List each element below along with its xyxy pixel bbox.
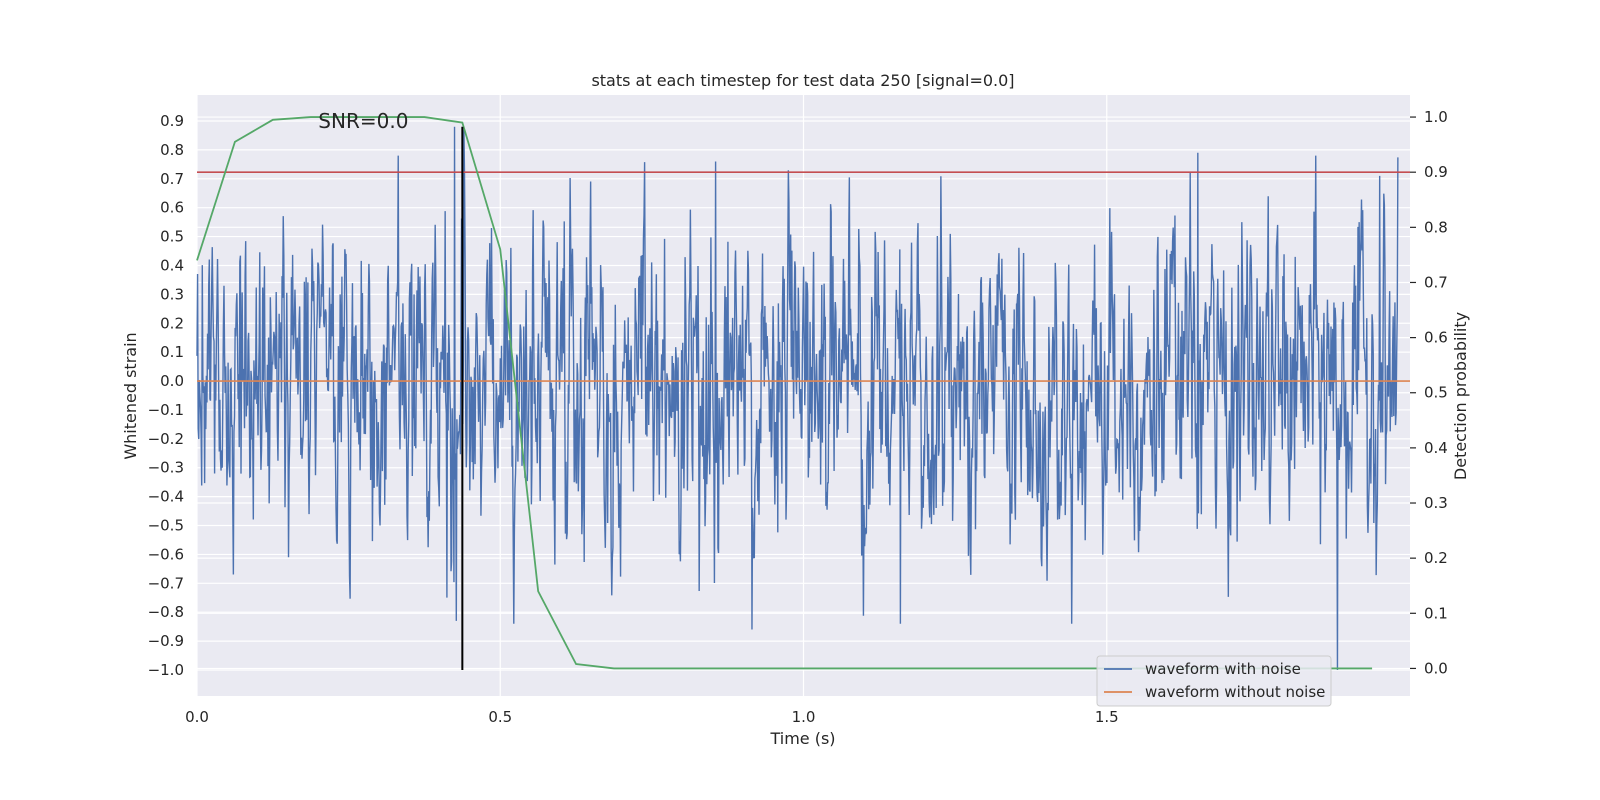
legend: waveform with noise waveform without nois… bbox=[1096, 655, 1332, 707]
y-tick-label: −0.9 bbox=[148, 632, 184, 650]
y-axis-ticks: 0.9 0.8 0.7 0.6 0.5 0.4 0.3 0.2 0.1 0.0 −0.1 −0.2 −0… bbox=[148, 112, 184, 679]
y-tick-label: 0.2 bbox=[160, 314, 184, 332]
plot-series bbox=[196, 116, 1410, 671]
y-tick-label: 0.3 bbox=[160, 285, 184, 303]
x-axis-label: Time (s) bbox=[769, 729, 835, 748]
y-tick-label: 0.8 bbox=[160, 141, 184, 159]
x-tick-label: 0.0 bbox=[185, 708, 209, 726]
y2-tick-label: 0.9 bbox=[1424, 163, 1448, 181]
y-tick-label: −0.2 bbox=[148, 430, 184, 448]
y2-tick-label: 0.4 bbox=[1424, 439, 1448, 457]
y-tick-label: −0.8 bbox=[148, 603, 184, 621]
y-tick-label: −0.4 bbox=[148, 488, 184, 506]
y-tick-label: −0.1 bbox=[148, 401, 184, 419]
y2-axis-ticks: 1.0 0.9 0.8 0.7 0.6 0.5 0.4 0.3 0.2 0.1 0.0 bbox=[1410, 108, 1448, 677]
y-tick-label: 0.9 bbox=[160, 112, 184, 130]
chart-title: stats at each timestep for test data 250… bbox=[591, 71, 1014, 90]
x-tick-label: 0.5 bbox=[488, 708, 512, 726]
y2-tick-label: 0.2 bbox=[1424, 549, 1448, 567]
series-waveform-with-noise bbox=[196, 126, 1399, 671]
y-tick-label: 0.4 bbox=[160, 256, 184, 274]
y-tick-label: 0.6 bbox=[160, 199, 184, 217]
y-axis-label: Whitened strain bbox=[121, 332, 140, 459]
y2-tick-label: 1.0 bbox=[1424, 108, 1448, 126]
x-axis-ticks: 0.0 0.5 1.0 1.5 bbox=[185, 708, 1119, 726]
y-tick-label: −0.6 bbox=[148, 545, 184, 563]
x-tick-label: 1.5 bbox=[1095, 708, 1119, 726]
snr-annotation: SNR=0.0 bbox=[318, 109, 408, 133]
y2-tick-label: 0.1 bbox=[1424, 604, 1448, 622]
y-tick-label: −0.5 bbox=[148, 517, 184, 535]
y-tick-label: −0.3 bbox=[148, 459, 184, 477]
y-tick-label: 0.1 bbox=[160, 343, 184, 361]
y-tick-label: 0.0 bbox=[160, 372, 184, 390]
y2-tick-label: 0.8 bbox=[1424, 218, 1448, 236]
x-tick-label: 1.0 bbox=[792, 708, 816, 726]
legend-box bbox=[1096, 655, 1332, 707]
legend-entry: waveform with noise bbox=[1145, 660, 1301, 678]
y2-tick-label: 0.5 bbox=[1424, 384, 1448, 402]
y2-tick-label: 0.0 bbox=[1424, 659, 1448, 677]
legend-entry: waveform without noise bbox=[1145, 683, 1325, 701]
y2-tick-label: 0.3 bbox=[1424, 494, 1448, 512]
y-tick-label: −1.0 bbox=[148, 661, 184, 679]
y2-tick-label: 0.6 bbox=[1424, 329, 1448, 347]
y-tick-label: −0.7 bbox=[148, 574, 184, 592]
y2-axis-label: Detection probability bbox=[1451, 312, 1470, 480]
y-tick-label: 0.7 bbox=[160, 170, 184, 188]
y2-tick-label: 0.7 bbox=[1424, 273, 1448, 291]
y-tick-label: 0.5 bbox=[160, 228, 184, 246]
